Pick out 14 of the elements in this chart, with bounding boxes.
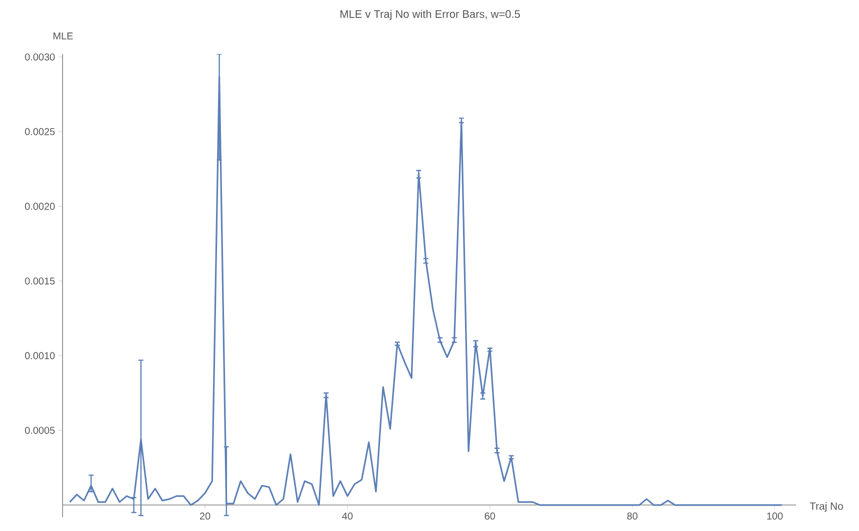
y-tick-label: 0.0025: [25, 128, 55, 136]
y-tick-label: 0.0015: [25, 277, 55, 285]
y-tick-label: 0.0010: [25, 352, 55, 360]
y-tick-label: 0.0020: [25, 202, 55, 210]
y-tick-label: 0.0005: [25, 426, 55, 434]
chart-title: MLE v Traj No with Error Bars, w=0.5: [340, 10, 520, 20]
x-axis-title: Traj No: [810, 502, 843, 512]
y-axis-title: MLE: [54, 32, 73, 40]
y-tick-label: 0.0030: [25, 53, 55, 60]
x-tick-label: 60: [484, 512, 496, 520]
x-tick-label: 80: [627, 512, 638, 520]
x-tick-label: 40: [342, 512, 353, 520]
x-tick-label: 20: [200, 512, 210, 520]
x-tick-label: 100: [767, 512, 783, 520]
